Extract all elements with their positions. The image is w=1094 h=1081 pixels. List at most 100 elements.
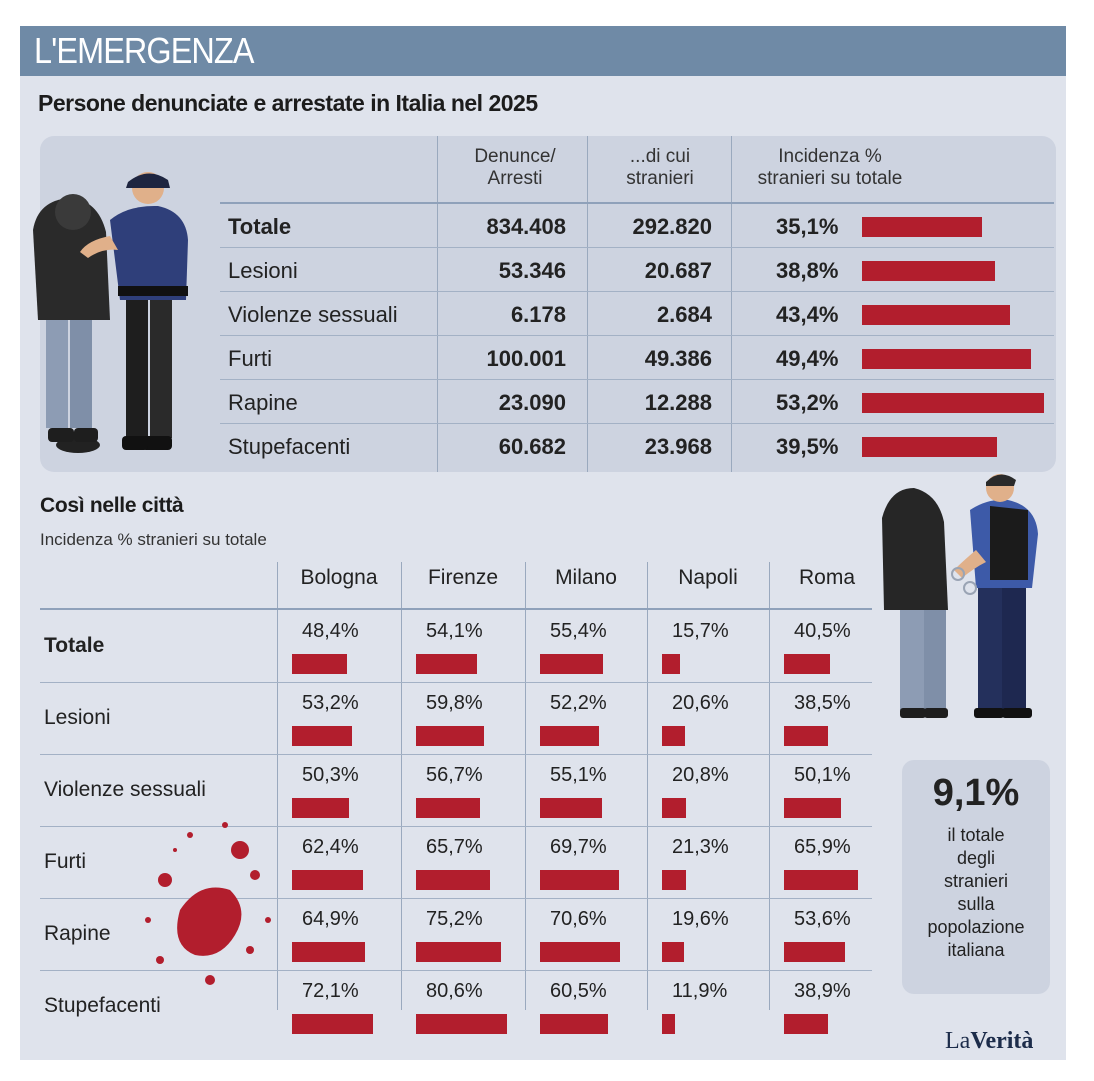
city-pct-label: 60,5% [550,980,607,1002]
city-pct-label: 65,9% [794,836,851,858]
city-pct-bar [540,726,599,746]
table1-pct-bar [862,349,1031,369]
city-pct-bar [784,1014,828,1034]
city-pct-label: 75,2% [426,908,483,930]
city-pct-label: 70,6% [550,908,607,930]
city-pct-bar [292,942,365,962]
city-row-label: Lesioni [44,706,111,729]
city-pct-bar [662,798,686,818]
table1-pct-label: 49,4% [776,346,839,371]
city-pct-bar [784,654,830,674]
table1-denunce-value: 53.346 [498,258,566,283]
city-pct-bar [662,726,685,746]
city-row-line [40,826,872,827]
city-pct-bar [540,798,602,818]
city-column-header: Milano [555,566,617,589]
col-incidenza-header-line1: Incidenza % [778,146,882,167]
table1-row-label: Lesioni [228,258,298,283]
table1-header-line [220,202,1054,204]
city-pct-label: 52,2% [550,692,607,714]
city-pct-label: 15,7% [672,620,729,642]
city-table-divider [769,562,770,1010]
city-pct-bar [784,870,858,890]
police-arrest-illustration [33,172,188,453]
city-pct-bar [416,870,490,890]
table1-stranieri-value: 23.968 [644,434,712,459]
table1-row-label: Stupefacenti [228,434,351,459]
city-pct-bar [662,654,680,674]
table1-denunce-value: 60.682 [498,434,566,459]
header-title: L'EMERGENZA [34,30,254,71]
city-table-divider [401,562,402,1010]
city-pct-bar [784,942,845,962]
table1-row-label: Furti [228,346,272,371]
table1-row-label: Rapine [228,390,298,415]
city-pct-label: 62,4% [302,836,359,858]
city-pct-bar [540,1014,608,1034]
blood-splatter-illustration [145,822,271,985]
table1-row-line [220,291,1054,292]
city-pct-bar [662,870,686,890]
foreigners-share-box [902,760,1050,994]
city-pct-label: 64,9% [302,908,359,930]
city-row-line [40,898,872,899]
table1-denunce-value: 834.408 [486,214,566,239]
city-pct-label: 38,9% [794,980,851,1002]
table1-denunce-value: 100.001 [486,346,566,371]
logo-part-verita: Verità [970,1028,1034,1054]
caption-line: sulla [957,894,995,914]
city-pct-label: 20,8% [672,764,729,786]
city-pct-label: 53,6% [794,908,851,930]
city-column-header: Roma [798,566,856,589]
table1-row-line [220,247,1054,248]
cities-section-subtitle: Incidenza % stranieri su totale [40,530,267,549]
table1-denunce-value: 6.178 [510,302,566,327]
caption-line: degli [956,848,996,868]
table1-pct-bar [862,305,1010,325]
city-row-line [40,970,872,971]
city-pct-bar [292,1014,373,1034]
table1-divider [437,136,438,472]
city-row-line [40,754,872,755]
city-row-line [40,682,872,683]
city-table-divider [277,562,278,1010]
table1-pct-label: 39,5% [776,434,839,459]
col-incidenza-header-line2: stranieri su totale [757,168,903,189]
city-pct-bar [416,654,477,674]
city-pct-bar [292,870,363,890]
city-pct-label: 50,1% [794,764,851,786]
foreigners-share-value: 9,1% [932,772,1020,814]
city-row-label: Totale [44,634,105,657]
city-row-label: Violenze sessuali [44,778,206,801]
city-pct-label: 72,1% [302,980,359,1002]
table1-row-line [220,379,1054,380]
table1-stranieri-value: 292.820 [632,214,712,239]
header-bar [20,26,1066,76]
table1-pct-bar [862,437,997,457]
table1-pct-bar [862,261,995,281]
city-pct-label: 53,2% [302,692,359,714]
table1-pct-label: 43,4% [776,302,839,327]
city-row-label: Rapine [44,922,111,945]
city-row-label: Stupefacenti [44,994,161,1017]
city-pct-bar [540,654,603,674]
city-pct-label: 59,8% [426,692,483,714]
col-stranieri-header-line1: ...di cui [629,146,691,167]
city-column-header: Napoli [678,566,738,589]
city-pct-label: 56,7% [426,764,483,786]
city-pct-bar [416,1014,507,1034]
city-pct-bar [662,942,684,962]
city-pct-label: 55,4% [550,620,607,642]
table1-row-label: Totale [228,214,292,239]
city-pct-bar [416,798,480,818]
logo-part-la: La [945,1028,971,1054]
city-pct-bar [292,726,352,746]
city-pct-label: 55,1% [550,764,607,786]
city-pct-bar [784,798,841,818]
caption-line: il totale [947,825,1005,845]
city-column-header: Bologna [300,566,378,589]
city-pct-bar [540,942,620,962]
city-table-header-line [40,608,872,610]
city-pct-bar [662,1014,675,1034]
city-pct-label: 40,5% [794,620,851,642]
